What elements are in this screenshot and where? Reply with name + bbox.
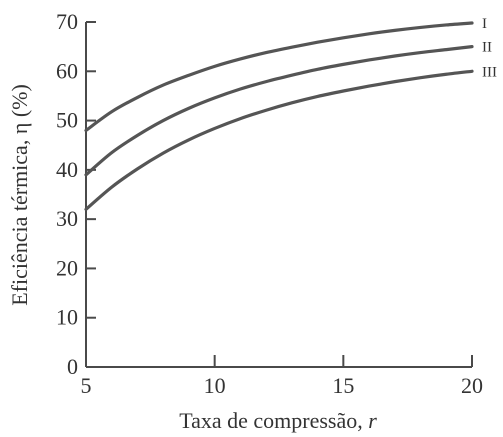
series-label-ii: II bbox=[482, 40, 492, 56]
y-axis-title: Eficiência térmica, η (%) bbox=[7, 84, 32, 306]
series-line-i bbox=[84, 21, 474, 133]
y-tick-label: 10 bbox=[56, 305, 78, 330]
y-tick-label: 0 bbox=[67, 354, 78, 379]
x-axis-title: Taxa de compressão, r bbox=[179, 408, 377, 433]
x-tick-label: 10 bbox=[204, 373, 226, 398]
y-tick-label: 60 bbox=[56, 58, 78, 83]
y-tick-label: 70 bbox=[56, 9, 78, 34]
series-label-i: I bbox=[482, 16, 487, 32]
series-label-iii: III bbox=[482, 64, 497, 80]
y-tick-label: 30 bbox=[56, 206, 78, 231]
y-tick-label: 40 bbox=[56, 157, 78, 182]
x-tick-label: 20 bbox=[461, 373, 483, 398]
series-line-ii bbox=[84, 45, 474, 177]
y-tick-label: 20 bbox=[56, 255, 78, 280]
x-tick-label: 5 bbox=[81, 373, 92, 398]
axes-group bbox=[85, 22, 472, 368]
x-axis-title-symbol: r bbox=[368, 408, 377, 433]
series-line-iii bbox=[84, 69, 474, 211]
x-axis-title-text: Taxa de compressão, bbox=[179, 408, 368, 433]
ticks-group: 0 10 20 30 40 50 60 70 5 10 15 20 bbox=[56, 9, 483, 398]
x-tick-label: 15 bbox=[332, 373, 354, 398]
y-tick-label: 50 bbox=[56, 108, 78, 133]
